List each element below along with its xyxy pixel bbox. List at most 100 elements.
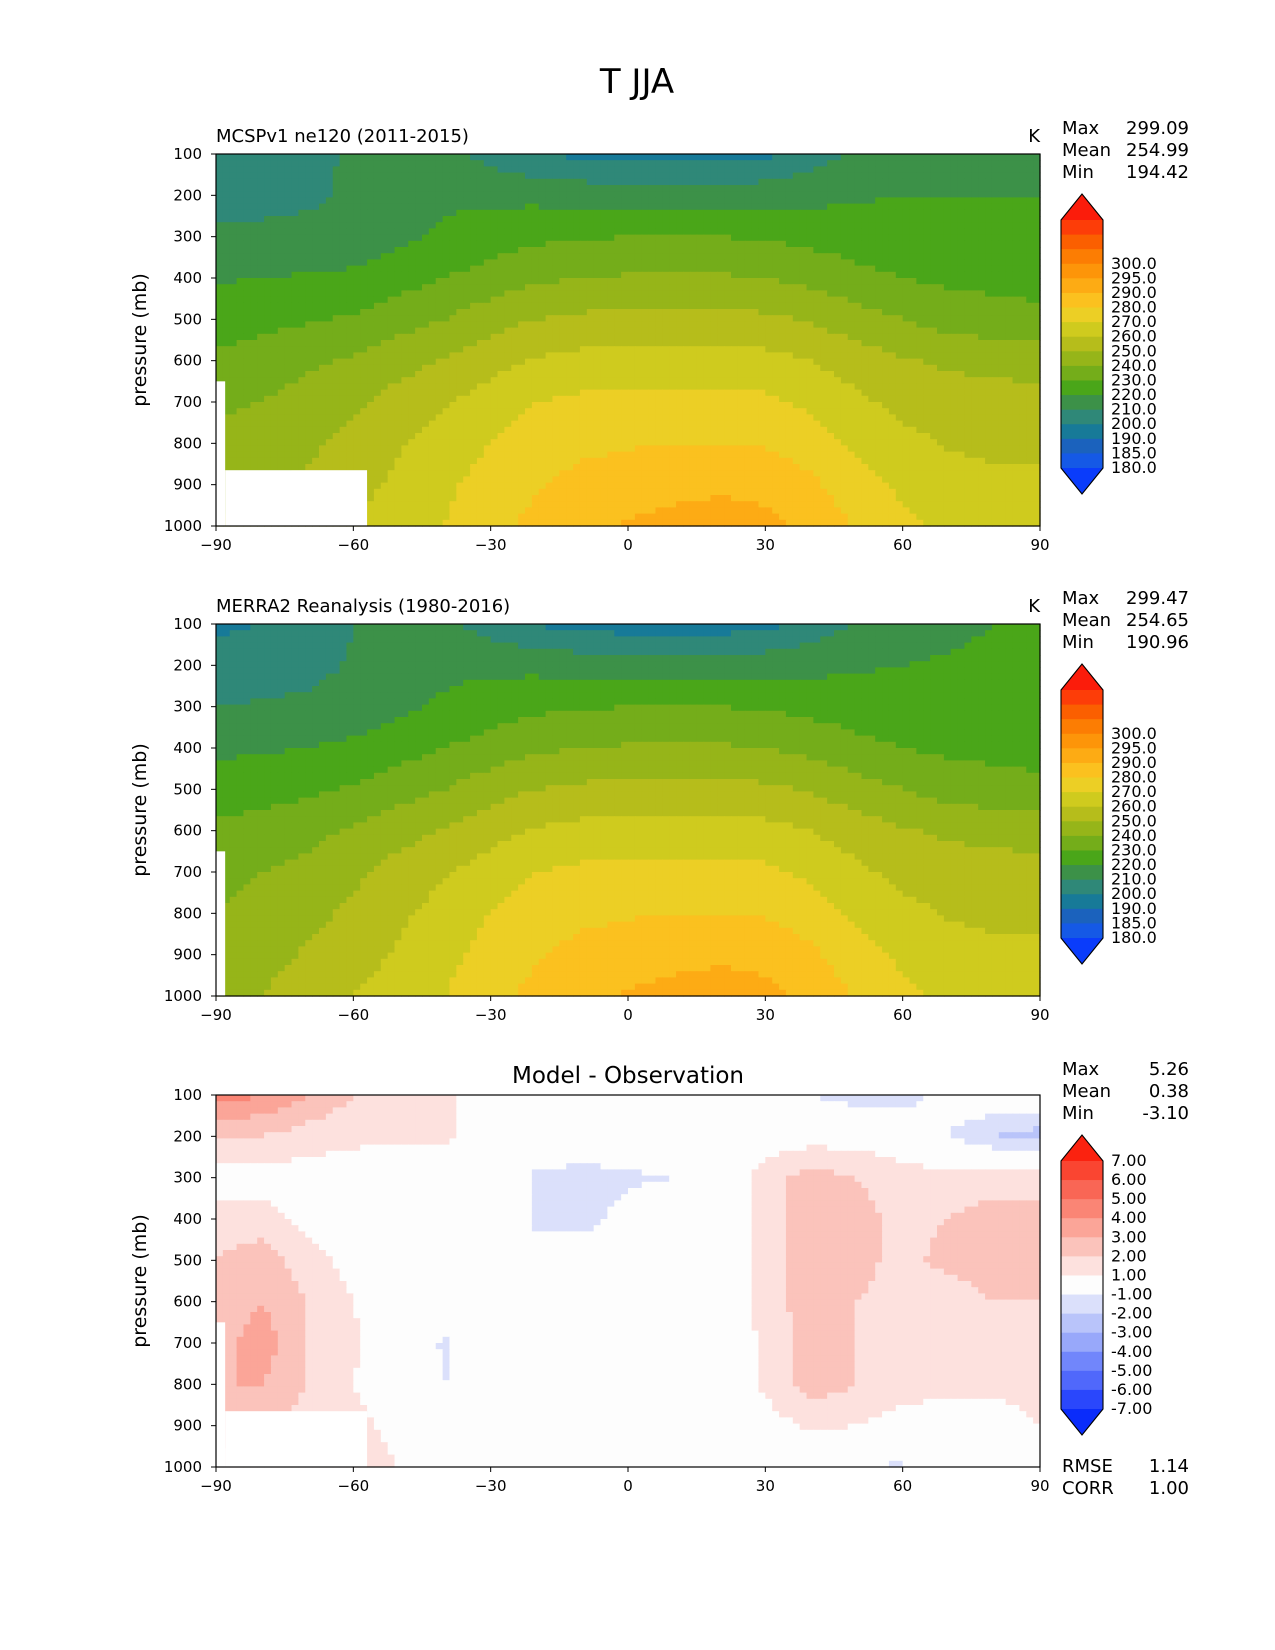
contour-cell xyxy=(950,321,959,329)
contour-cell xyxy=(607,364,615,372)
contour-cell xyxy=(257,346,265,353)
contour-cell xyxy=(573,154,581,161)
contour-cell xyxy=(442,166,451,174)
contour-cell xyxy=(298,358,306,366)
contour-cell xyxy=(827,333,835,341)
contour-cell xyxy=(607,327,615,335)
contour-cell xyxy=(367,209,375,217)
contour-cell xyxy=(270,364,279,372)
contour-cell xyxy=(518,209,526,217)
contour-cell xyxy=(538,203,547,211)
contour-cell xyxy=(765,271,773,279)
contour-cell xyxy=(834,265,842,273)
contour-cell xyxy=(470,340,478,347)
contour-cell xyxy=(682,160,691,167)
contour-cell xyxy=(401,197,409,205)
contour-cell xyxy=(463,271,471,279)
contour-cell xyxy=(641,166,650,174)
contour-cell xyxy=(1033,271,1041,279)
contour-cell xyxy=(511,178,519,186)
contour-cell xyxy=(325,352,334,360)
contour-cell xyxy=(888,209,897,217)
contour-cell xyxy=(305,271,313,279)
contour-cell xyxy=(435,160,444,167)
contour-cell xyxy=(373,408,382,415)
contour-cell xyxy=(998,346,1007,353)
contour-cell xyxy=(387,234,396,242)
contour-cell xyxy=(957,340,966,347)
contour-cell xyxy=(1019,197,1027,205)
contour-cell xyxy=(298,160,306,167)
contour-cell xyxy=(1012,259,1020,267)
contour-cell xyxy=(559,234,567,242)
contour-cell xyxy=(614,160,622,167)
contour-cell xyxy=(628,408,636,415)
contour-cell xyxy=(875,185,883,192)
contour-cell xyxy=(1005,284,1014,291)
contour-cell xyxy=(476,377,485,384)
contour-cell xyxy=(264,377,272,384)
contour-cell xyxy=(1033,284,1041,291)
contour-cell xyxy=(243,203,251,211)
contour-cell xyxy=(998,340,1007,347)
contour-cell xyxy=(442,377,451,384)
contour-cell xyxy=(367,247,375,254)
contour-cell xyxy=(731,377,739,384)
contour-cell xyxy=(380,178,389,186)
contour-cell xyxy=(401,278,409,285)
contour-cell xyxy=(950,247,959,254)
contour-cell xyxy=(655,358,663,366)
contour-cell xyxy=(511,296,519,304)
contour-cell xyxy=(545,383,554,391)
contour-cell xyxy=(888,364,897,372)
contour-cell xyxy=(250,178,258,186)
contour-cell xyxy=(703,216,711,223)
contour-cell xyxy=(813,383,821,391)
contour-cell xyxy=(422,383,430,391)
contour-cell xyxy=(415,253,423,260)
contour-cell xyxy=(985,402,993,409)
contour-cell xyxy=(380,222,389,229)
contour-cell xyxy=(909,333,917,341)
contour-cell xyxy=(586,191,595,198)
contour-cell xyxy=(916,216,924,223)
contour-cell xyxy=(785,309,794,316)
contour-cell xyxy=(655,154,663,161)
contour-cell xyxy=(779,309,787,316)
contour-cell xyxy=(703,284,711,291)
contour-cell xyxy=(978,284,986,291)
contour-cell xyxy=(1033,154,1041,161)
contour-cell xyxy=(930,259,938,267)
contour-cell xyxy=(731,166,739,174)
contour-cell xyxy=(257,178,265,186)
contour-cell xyxy=(930,172,938,180)
contour-cell xyxy=(284,284,293,291)
contour-cell xyxy=(401,327,409,335)
contour-cell xyxy=(243,278,251,285)
contour-cell xyxy=(243,253,251,260)
contour-cell xyxy=(312,402,320,409)
contour-cell xyxy=(1019,309,1027,316)
contour-cell xyxy=(888,346,897,353)
contour-cell xyxy=(957,197,966,205)
contour-cell xyxy=(978,302,986,310)
contour-cell xyxy=(449,209,457,217)
contour-cell xyxy=(895,352,904,360)
contour-cell xyxy=(710,259,718,267)
contour-cell xyxy=(689,234,698,242)
contour-cell xyxy=(1019,371,1027,378)
contour-cell xyxy=(978,253,986,260)
contour-cell xyxy=(937,197,945,205)
contour-cell xyxy=(490,203,499,211)
contour-cell xyxy=(902,358,911,366)
contour-cell xyxy=(277,352,286,360)
contour-cell xyxy=(717,358,725,366)
contour-cell xyxy=(765,383,773,391)
contour-cell xyxy=(648,377,657,384)
contour-cell xyxy=(943,216,952,223)
contour-cell xyxy=(531,154,540,161)
contour-cell xyxy=(751,234,760,242)
contour-cell xyxy=(717,172,725,180)
contour-cell xyxy=(483,327,492,335)
contour-cell xyxy=(284,216,293,223)
